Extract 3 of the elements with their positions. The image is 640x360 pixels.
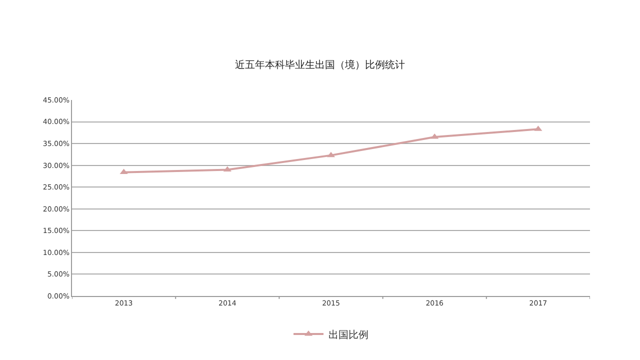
legend-label: 出国比例 — [328, 328, 368, 341]
point — [120, 168, 128, 174]
chart-title: 近五年本科毕业生出国（境）比例统计 — [235, 59, 405, 72]
